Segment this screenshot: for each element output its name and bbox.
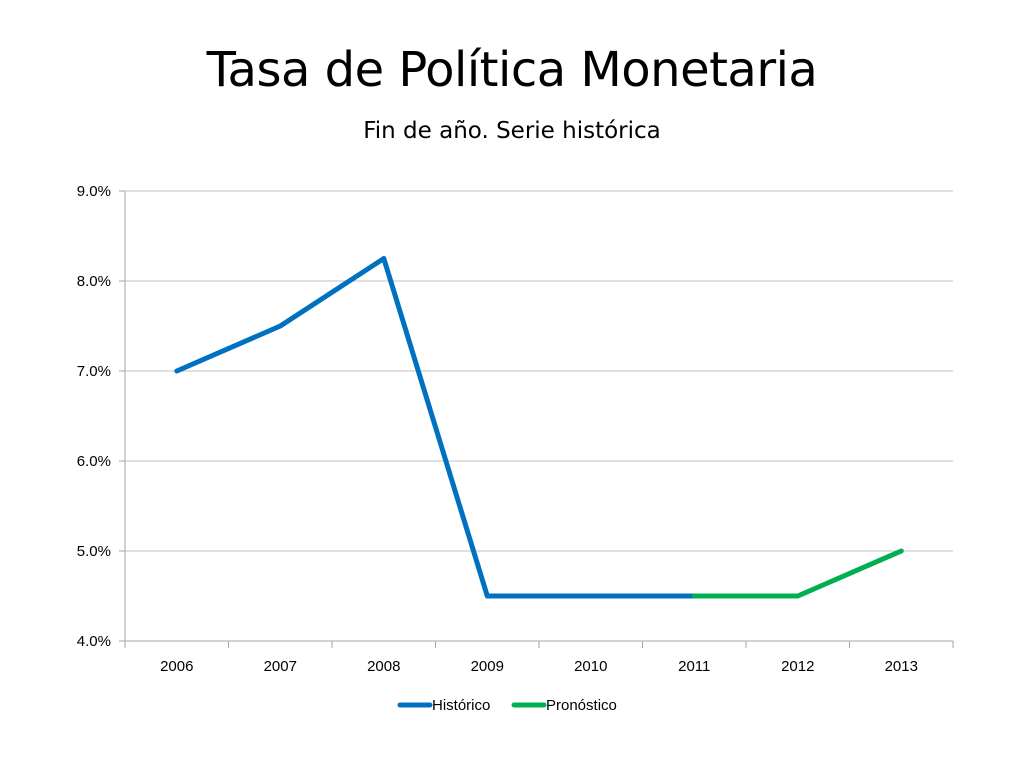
y-tick-labels: 4.0% 5.0% 6.0% 7.0% 8.0% 9.0% xyxy=(77,183,111,650)
legend-label: Pronóstico xyxy=(546,697,617,714)
legend-label: Histórico xyxy=(432,697,490,714)
legend-item-pronostico: Pronóstico xyxy=(511,697,617,714)
x-tick-label: 2012 xyxy=(781,658,814,675)
x-tick-label: 2013 xyxy=(885,658,918,675)
x-tick-labels: 2006 2007 2008 2009 2010 2011 2012 2013 xyxy=(160,658,918,675)
slide-title: Tasa de Política Monetaria xyxy=(206,42,818,98)
x-tick-label: 2009 xyxy=(471,658,504,675)
legend-item-historico: Histórico xyxy=(397,697,490,714)
y-tick-label: 5.0% xyxy=(77,543,111,560)
x-tick-label: 2007 xyxy=(264,658,297,675)
slide-subtitle: Fin de año. Serie histórica xyxy=(363,118,661,144)
legend: Histórico Pronóstico xyxy=(397,697,617,714)
x-tick-label: 2010 xyxy=(574,658,607,675)
y-tick-label: 4.0% xyxy=(77,633,111,650)
series-line-pronostico xyxy=(691,548,904,599)
x-tick-label: 2011 xyxy=(678,658,710,675)
axes xyxy=(119,190,954,648)
y-tick-label: 7.0% xyxy=(77,363,111,380)
series-line-historico xyxy=(174,256,697,599)
y-tick-label: 8.0% xyxy=(77,273,111,290)
x-tick-label: 2006 xyxy=(160,658,193,675)
series-lines xyxy=(174,256,904,599)
grid-lines xyxy=(125,190,953,642)
x-tick-label: 2008 xyxy=(367,658,400,675)
y-tick-label: 9.0% xyxy=(77,183,111,200)
y-tick-label: 6.0% xyxy=(77,453,111,470)
